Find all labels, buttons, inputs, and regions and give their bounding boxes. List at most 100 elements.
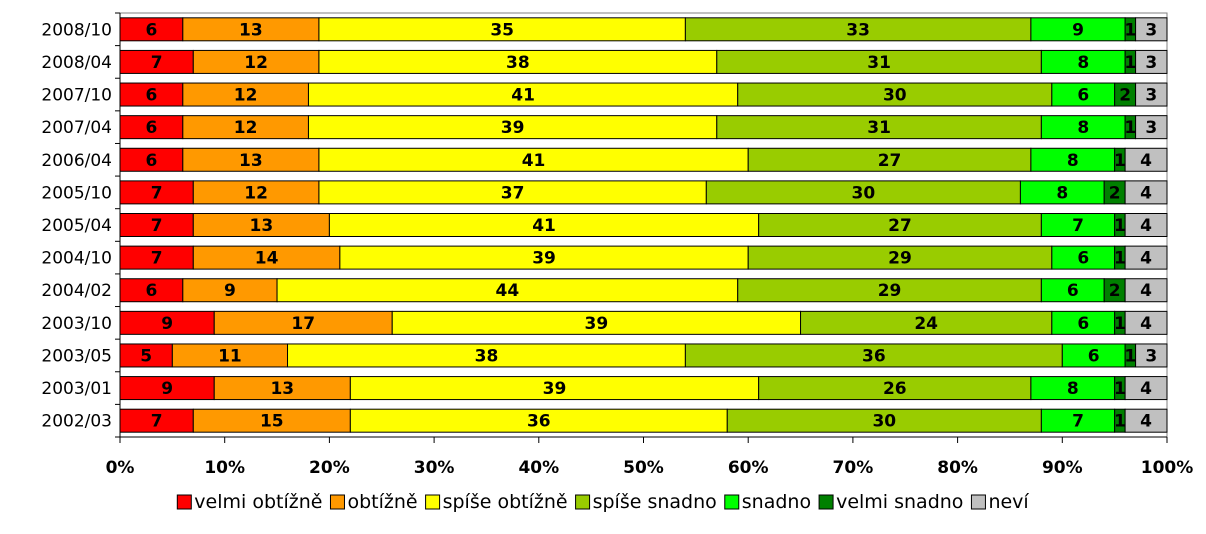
data-label: 39 [501, 118, 525, 138]
data-label: 9 [1072, 20, 1084, 40]
data-label: 13 [270, 379, 294, 399]
x-tick-label: 50% [623, 458, 664, 478]
x-tick-label: 90% [1042, 458, 1083, 478]
data-label: 15 [260, 412, 284, 432]
data-label: 1 [1124, 118, 1136, 138]
bars-group: 6 13 35 33 9 1 37 12 38 31 8 1 36 12 41 30 6 2 36 12 39 31 8 1 3… [119, 17, 1168, 433]
data-label: 8 [1067, 151, 1079, 171]
data-label: 27 [878, 151, 902, 171]
data-label: 1 [1114, 249, 1126, 269]
data-label: 14 [255, 249, 279, 269]
category-label: 2005/10 [41, 183, 112, 203]
legend-label: velmi snadno [836, 491, 963, 513]
category-label: 2003/05 [41, 346, 112, 366]
data-label: 9 [161, 379, 173, 399]
category-label: 2008/04 [41, 53, 112, 73]
data-label: 24 [914, 314, 938, 334]
data-label: 37 [501, 183, 525, 203]
data-label: 4 [1140, 281, 1152, 301]
data-label: 1 [1114, 314, 1126, 334]
data-label: 31 [867, 118, 891, 138]
bar-segment [1124, 408, 1168, 433]
category-label: 2003/01 [41, 379, 112, 399]
data-label: 29 [888, 249, 912, 269]
data-label: 27 [888, 216, 912, 236]
data-label: 26 [883, 379, 907, 399]
bar-segment [1124, 180, 1168, 205]
data-label: 13 [239, 151, 263, 171]
data-label: 33 [846, 20, 870, 40]
data-label: 30 [872, 412, 896, 432]
x-tick-label: 60% [728, 458, 769, 478]
data-label: 8 [1056, 183, 1068, 203]
data-label: 6 [1077, 249, 1089, 269]
legend-item: velmi snadno [818, 491, 963, 513]
data-label: 12 [234, 118, 258, 138]
data-label: 8 [1067, 379, 1079, 399]
legend-swatch [575, 494, 591, 510]
legend-label: velmi obtížně [194, 491, 322, 513]
x-tick-label: 20% [309, 458, 350, 478]
data-label: 17 [291, 314, 315, 334]
category-label: 2007/04 [41, 118, 112, 138]
legend-label: snadno [742, 491, 811, 513]
data-label: 8 [1077, 118, 1089, 138]
data-label: 39 [543, 379, 567, 399]
data-label: 12 [244, 183, 268, 203]
data-label: 1 [1124, 20, 1136, 40]
data-label: 4 [1140, 379, 1152, 399]
legend-swatch [176, 494, 192, 510]
data-label: 2 [1109, 281, 1121, 301]
x-tick-label: 30% [414, 458, 455, 478]
data-label: 4 [1140, 183, 1152, 203]
legend: velmi obtížně obtížně spíše obtížně spíše s… [176, 491, 1029, 513]
legend-item: snadno [724, 491, 811, 513]
data-label: 6 [1077, 86, 1089, 106]
category-label: 2003/10 [41, 314, 112, 334]
bar-segment [1124, 245, 1168, 270]
data-label: 41 [522, 151, 546, 171]
data-label: 4 [1140, 249, 1152, 269]
bar-segment [1135, 49, 1168, 74]
bar-segment [1124, 147, 1168, 172]
x-tick-label: 0% [106, 458, 135, 478]
data-label: 13 [250, 216, 274, 236]
data-label: 44 [496, 281, 520, 301]
data-label: 3 [1145, 53, 1157, 73]
data-label: 12 [244, 53, 268, 73]
legend-swatch [425, 494, 441, 510]
data-label: 1 [1124, 53, 1136, 73]
data-label: 11 [218, 346, 242, 366]
data-label: 36 [527, 412, 551, 432]
data-label: 6 [1077, 314, 1089, 334]
data-label: 3 [1145, 346, 1157, 366]
bar-segment [1124, 278, 1168, 303]
data-label: 5 [140, 346, 152, 366]
data-label: 4 [1140, 216, 1152, 236]
data-label: 7 [151, 216, 163, 236]
bar-segment [1124, 376, 1168, 401]
category-label: 2005/04 [41, 216, 112, 236]
data-label: 1 [1114, 412, 1126, 432]
bar-segment [1135, 343, 1168, 368]
category-label: 2006/04 [41, 151, 112, 171]
data-label: 6 [1088, 346, 1100, 366]
data-label: 7 [151, 53, 163, 73]
legend-label: spíše snadno [593, 491, 717, 513]
data-label: 6 [145, 86, 157, 106]
data-label: 39 [585, 314, 609, 334]
data-label: 3 [1145, 86, 1157, 106]
legend-label: obtížně [347, 491, 417, 513]
data-label: 7 [151, 412, 163, 432]
data-label: 9 [224, 281, 236, 301]
x-tick-label: 70% [833, 458, 874, 478]
category-label: 2007/10 [41, 86, 112, 106]
data-label: 30 [852, 183, 876, 203]
x-tick-label: 10% [204, 458, 245, 478]
data-label: 30 [883, 86, 907, 106]
data-label: 4 [1140, 412, 1152, 432]
data-label: 9 [161, 314, 173, 334]
data-label: 6 [145, 281, 157, 301]
